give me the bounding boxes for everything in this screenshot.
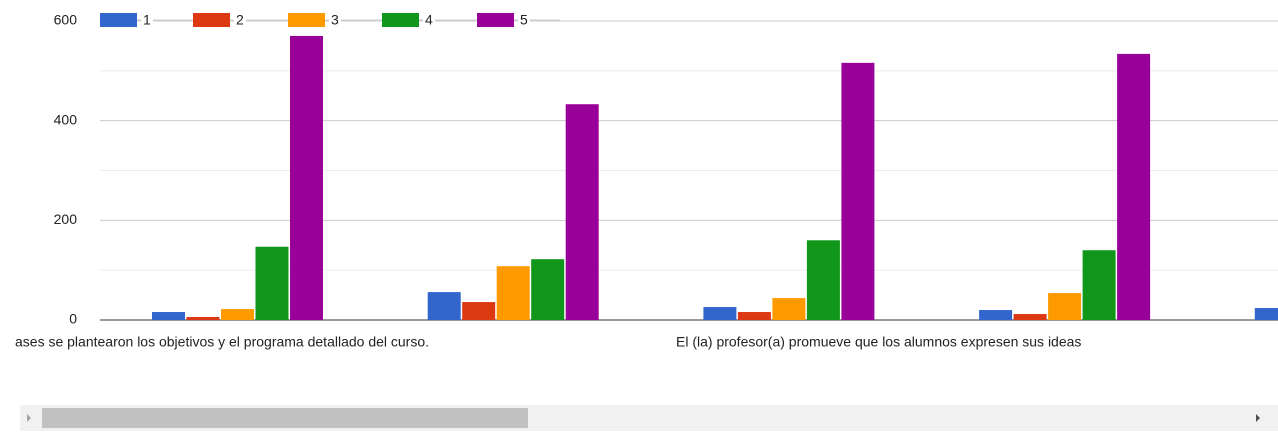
y-tick-label: 400 bbox=[54, 111, 78, 127]
bar bbox=[979, 310, 1013, 320]
bar bbox=[703, 307, 737, 320]
bar bbox=[565, 104, 599, 320]
legend-label-bg bbox=[518, 12, 530, 28]
bar bbox=[531, 259, 565, 320]
bar bbox=[255, 246, 289, 320]
bar bbox=[1048, 293, 1082, 320]
legend-swatch bbox=[477, 13, 514, 27]
legend-label: 5 bbox=[520, 12, 528, 28]
legend-label: 2 bbox=[236, 12, 244, 28]
bar bbox=[1254, 308, 1278, 320]
legend-label: 1 bbox=[143, 12, 151, 28]
scroll-thumb[interactable] bbox=[42, 408, 528, 428]
legend-label-bg bbox=[141, 12, 153, 28]
bar bbox=[462, 302, 496, 320]
bar bbox=[221, 309, 254, 320]
bar bbox=[290, 35, 323, 320]
legend-label: 3 bbox=[331, 12, 339, 28]
bar bbox=[427, 292, 461, 320]
bar bbox=[496, 266, 530, 320]
bar bbox=[806, 240, 840, 320]
legend-label-bg bbox=[329, 12, 341, 28]
legend-swatch bbox=[382, 13, 419, 27]
bar bbox=[186, 317, 220, 320]
scroll-left[interactable] bbox=[27, 414, 31, 422]
y-tick-label: 600 bbox=[54, 12, 78, 28]
x-tick-label: ases se plantearon los objetivos y el pr… bbox=[15, 334, 429, 350]
legend-swatch bbox=[288, 13, 325, 27]
bar bbox=[1013, 314, 1047, 320]
bar bbox=[1117, 53, 1151, 320]
scroll-right[interactable] bbox=[1256, 414, 1260, 422]
legend-label-bg bbox=[234, 12, 246, 28]
bar bbox=[737, 312, 771, 320]
legend-swatch bbox=[100, 13, 137, 27]
x-tick-label: El (la) profesor(a) promueve que los alu… bbox=[676, 334, 1081, 350]
bar bbox=[152, 312, 185, 320]
bar bbox=[1082, 250, 1116, 320]
scrollbar[interactable] bbox=[20, 405, 1278, 431]
y-tick-label: 0 bbox=[69, 311, 77, 327]
y-tick-label: 200 bbox=[54, 211, 78, 227]
bar bbox=[772, 298, 806, 320]
legend-label-bg bbox=[423, 12, 435, 28]
legend-label: 4 bbox=[425, 12, 433, 28]
legend-swatch bbox=[193, 13, 230, 27]
bar bbox=[841, 62, 875, 321]
